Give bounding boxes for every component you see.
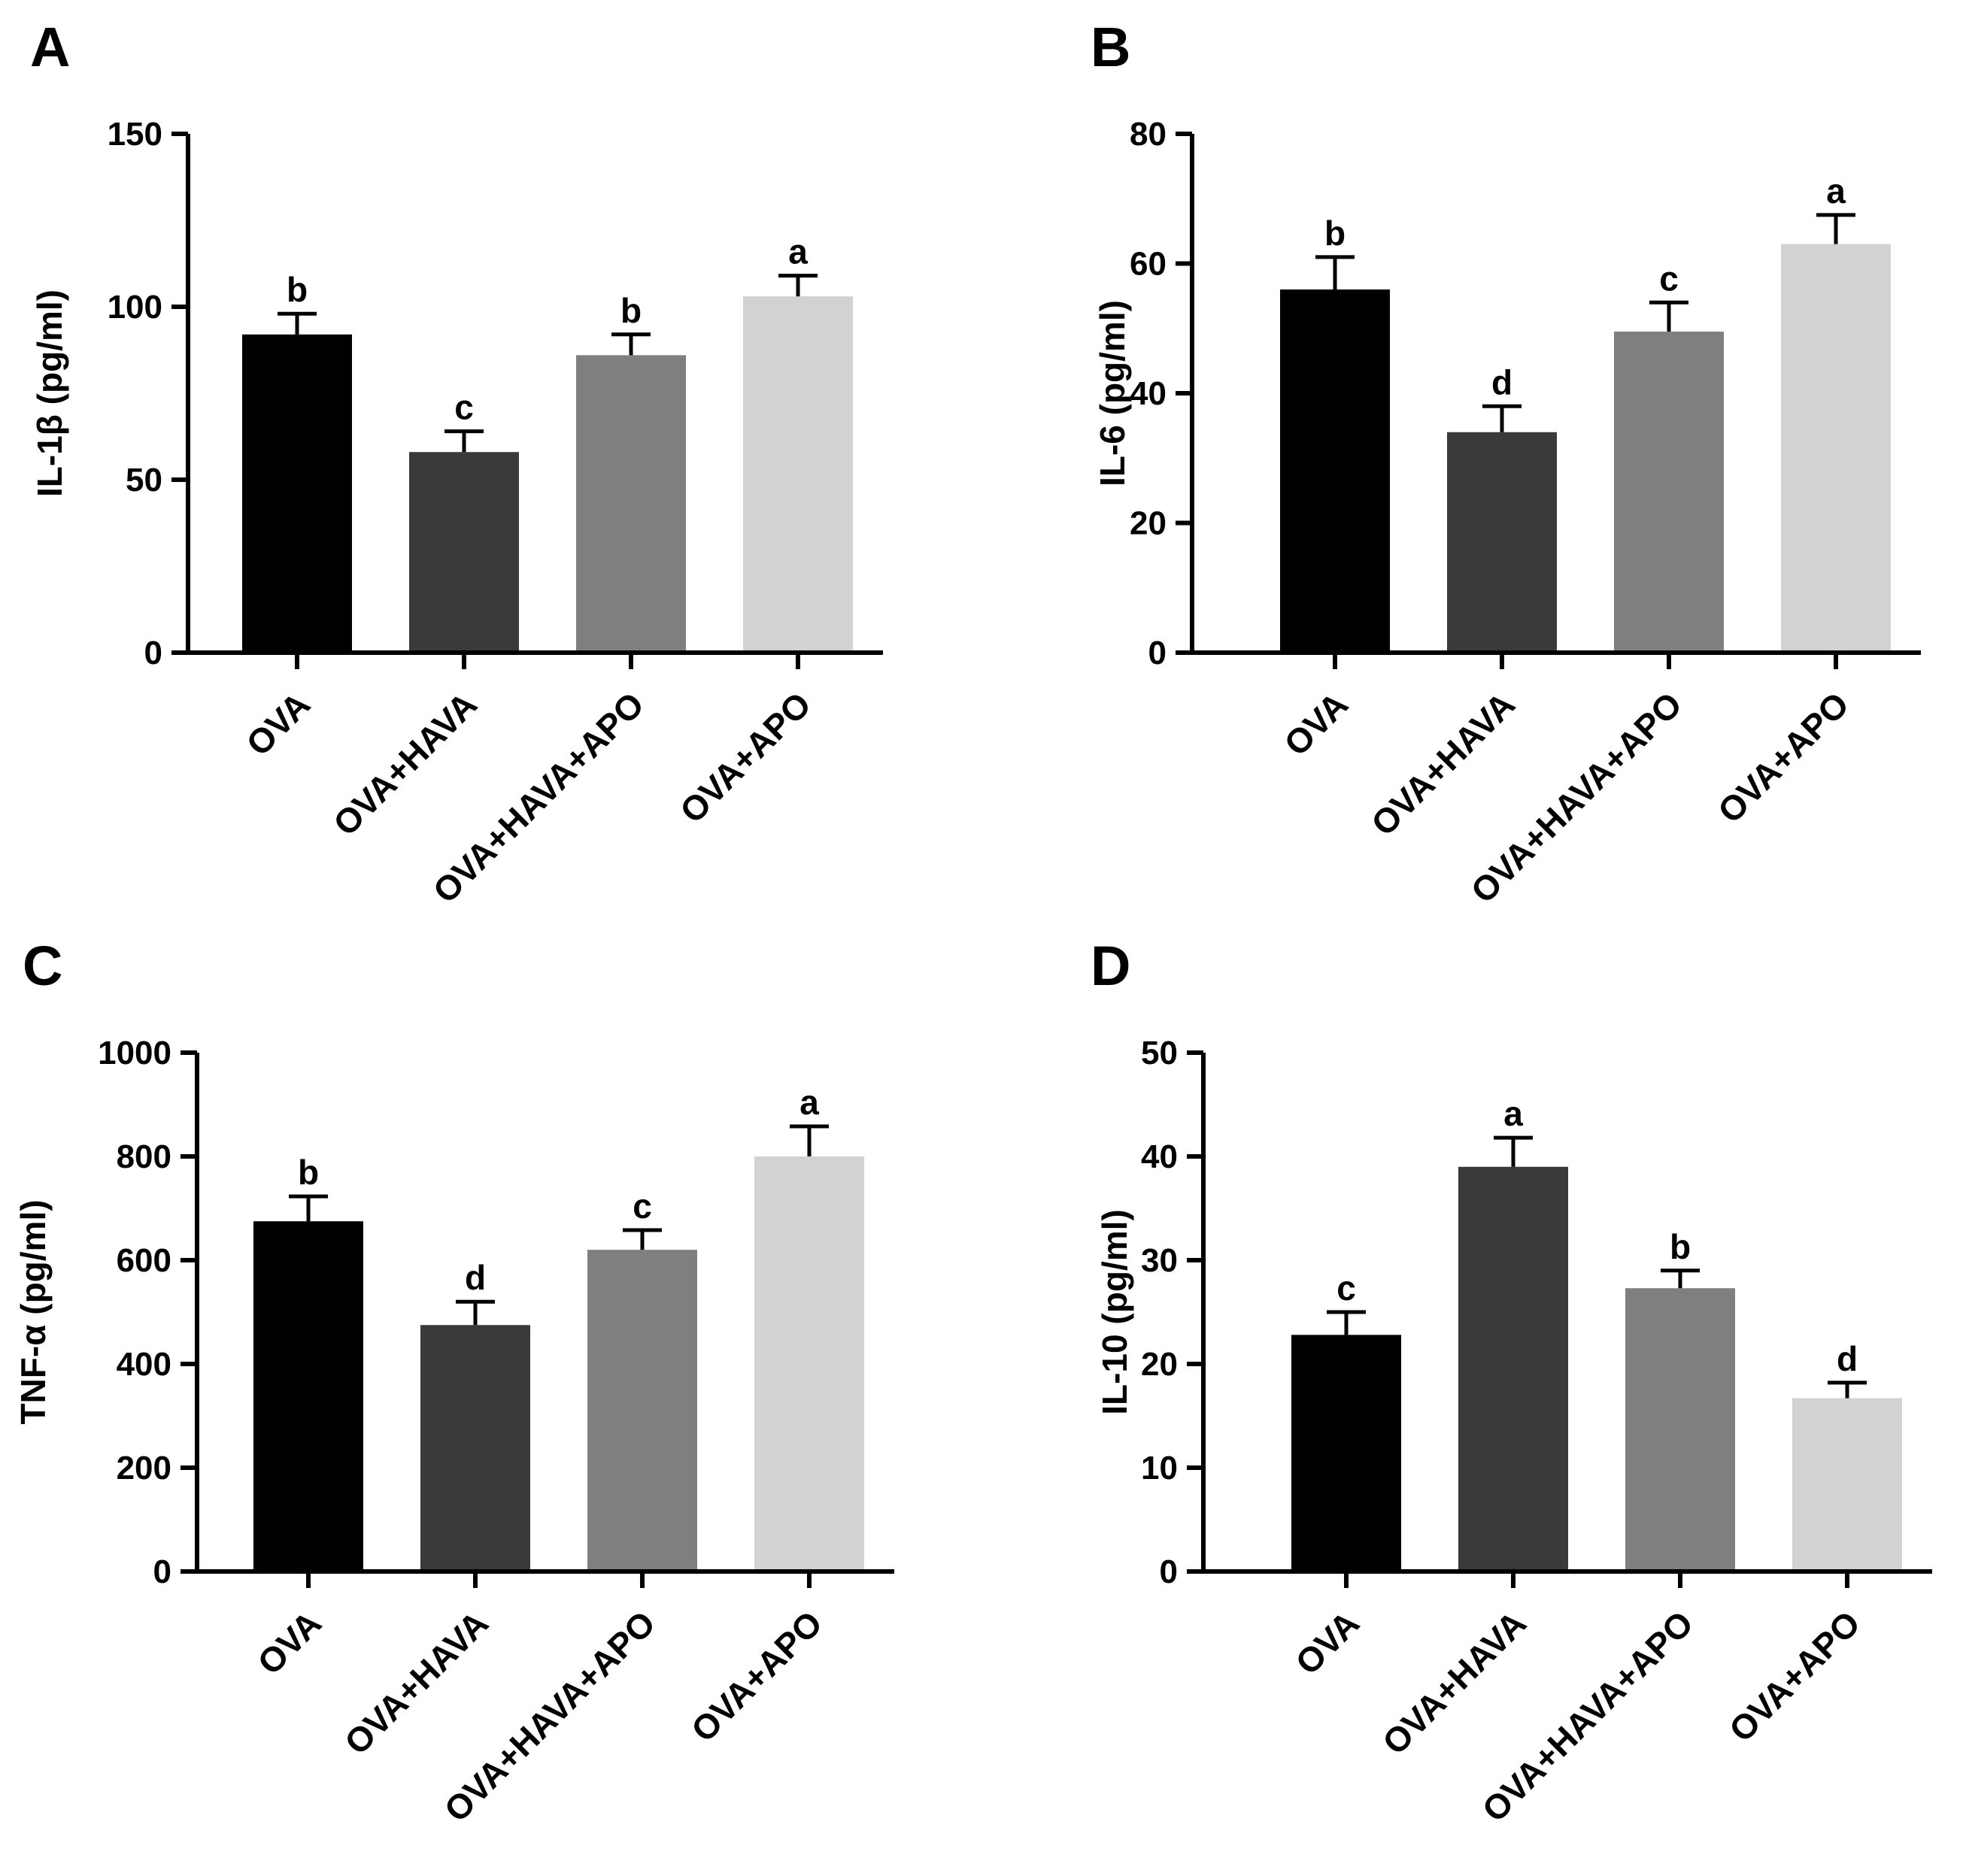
bar: [587, 1250, 697, 1571]
bar: [1447, 432, 1557, 653]
bar: [420, 1325, 530, 1571]
bar: [1625, 1288, 1735, 1571]
y-tick-label: 40: [1130, 375, 1167, 412]
bar: [1280, 289, 1390, 653]
y-axis-title: TNF-α (pg/ml): [14, 1199, 53, 1424]
panel-letter: D: [1091, 935, 1130, 997]
bar: [754, 1156, 864, 1571]
y-tick-label: 20: [1130, 505, 1167, 542]
chart-panel-c: CbOVAdOVA+HAVAcOVA+HAVA+APOaOVA+APO02004…: [14, 935, 894, 1829]
chart-panel-b: BbOVAdOVA+HAVAcOVA+HAVA+APOaOVA+APO02040…: [1091, 16, 1921, 911]
category-label: OVA: [1288, 1603, 1367, 1682]
significance-letter: d: [1837, 1339, 1858, 1378]
bar: [743, 296, 853, 653]
chart-panel-d: DcOVAaOVA+HAVAbOVA+HAVA+APOdOVA+APO01020…: [1091, 935, 1932, 1829]
y-tick-label: 0: [144, 635, 162, 671]
significance-letter: c: [454, 388, 474, 427]
category-label: OVA+HAVA: [326, 684, 484, 843]
panel-letter: A: [30, 16, 70, 78]
y-tick-label: 10: [1141, 1450, 1178, 1487]
y-axis-title: IL-6 (pg/ml): [1093, 300, 1132, 486]
significance-letter: b: [1324, 214, 1346, 253]
category-label: OVA+APO: [684, 1603, 830, 1749]
category-label: OVA+HAVA: [1364, 684, 1522, 843]
category-label: OVA+HAVA: [1375, 1603, 1534, 1762]
y-tick-label: 600: [117, 1242, 171, 1279]
bar: [1614, 332, 1724, 653]
significance-letter: c: [1659, 259, 1679, 298]
y-tick-label: 40: [1141, 1138, 1178, 1175]
significance-letter: d: [1491, 362, 1512, 402]
y-tick-label: 0: [1160, 1553, 1178, 1590]
significance-letter: d: [465, 1258, 486, 1297]
bar: [242, 334, 352, 653]
y-tick-label: 80: [1130, 116, 1167, 153]
bar: [576, 355, 686, 653]
category-label: OVA: [250, 1603, 329, 1682]
y-tick-label: 20: [1141, 1346, 1178, 1383]
y-tick-label: 400: [117, 1346, 171, 1383]
bar: [253, 1221, 363, 1571]
y-tick-label: 150: [108, 116, 162, 153]
significance-letter: b: [1670, 1227, 1691, 1266]
bar: [1291, 1335, 1401, 1571]
significance-letter: b: [298, 1153, 319, 1192]
chart-panel-a: AbOVAcOVA+HAVAbOVA+HAVA+APOaOVA+APO05010…: [30, 16, 883, 911]
y-tick-label: 0: [1148, 635, 1167, 671]
y-axis-title: IL-10 (pg/ml): [1095, 1209, 1134, 1414]
y-tick-label: 800: [117, 1138, 171, 1175]
significance-letter: a: [1826, 171, 1846, 211]
significance-letter: b: [620, 291, 642, 330]
category-label: OVA+APO: [672, 684, 818, 830]
category-label: OVA+APO: [1710, 684, 1856, 830]
significance-letter: b: [287, 270, 308, 309]
y-axis-title: IL-1β (pg/ml): [30, 289, 69, 497]
panel-letter: C: [23, 935, 62, 997]
bar: [409, 452, 519, 653]
bar: [1781, 244, 1891, 653]
y-tick-label: 200: [117, 1450, 171, 1487]
category-label: OVA: [1276, 684, 1355, 763]
y-tick-label: 1000: [98, 1035, 171, 1071]
category-label: OVA: [238, 684, 317, 763]
y-tick-label: 50: [126, 462, 162, 499]
category-label: OVA+APO: [1722, 1603, 1867, 1749]
bar: [1458, 1166, 1568, 1571]
y-tick-label: 60: [1130, 246, 1167, 283]
bar: [1792, 1398, 1902, 1571]
significance-letter: c: [633, 1187, 652, 1226]
significance-letter: a: [799, 1083, 819, 1122]
significance-letter: a: [1503, 1094, 1523, 1133]
category-label: OVA+HAVA: [337, 1603, 496, 1762]
significance-letter: a: [788, 232, 808, 271]
panel-letter: B: [1091, 16, 1130, 78]
y-tick-label: 50: [1141, 1035, 1178, 1071]
y-tick-label: 0: [153, 1553, 171, 1590]
significance-letter: c: [1336, 1268, 1356, 1308]
y-tick-label: 30: [1141, 1242, 1178, 1279]
y-tick-label: 100: [108, 289, 162, 326]
